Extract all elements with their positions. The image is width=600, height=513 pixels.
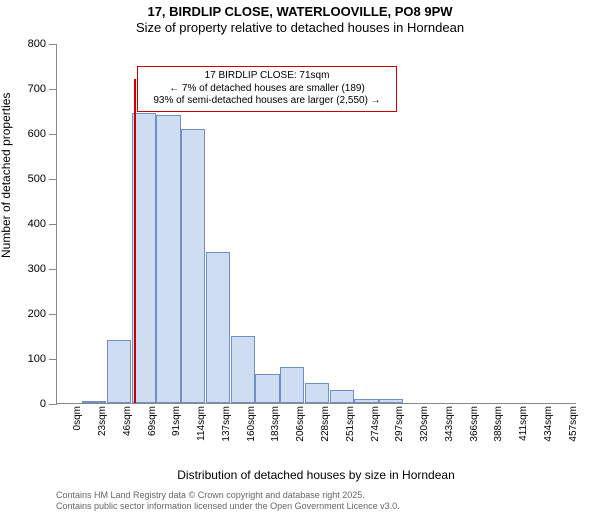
x-tick-label: 434sqm xyxy=(543,406,554,442)
y-tick xyxy=(49,269,57,270)
y-tick xyxy=(49,44,57,45)
x-tick-label: 274sqm xyxy=(370,406,381,442)
histogram-bar xyxy=(206,252,230,403)
x-tick-label: 388sqm xyxy=(493,406,504,442)
reference-callout: 17 BIRDLIP CLOSE: 71sqm ← 7% of detached… xyxy=(137,66,397,112)
histogram-bar xyxy=(107,340,131,403)
x-tick-label: 206sqm xyxy=(295,406,306,442)
x-tick-label: 160sqm xyxy=(246,406,257,442)
y-tick xyxy=(49,134,57,135)
reference-line xyxy=(134,79,136,403)
x-tick-label: 343sqm xyxy=(444,406,455,442)
y-tick xyxy=(49,179,57,180)
x-tick-label: 411sqm xyxy=(518,406,529,441)
footer-line2: Contains public sector information licen… xyxy=(56,501,400,512)
y-tick-label: 200 xyxy=(16,308,46,320)
x-tick-label: 457sqm xyxy=(568,406,579,442)
y-tick xyxy=(49,359,57,360)
y-tick xyxy=(49,89,57,90)
histogram-bar xyxy=(156,115,180,403)
histogram-bar xyxy=(231,336,255,404)
x-tick-label: 23sqm xyxy=(97,406,108,436)
histogram-bar xyxy=(82,401,106,403)
x-tick-label: 251sqm xyxy=(345,406,356,442)
histogram-bar xyxy=(181,129,205,404)
histogram-bar xyxy=(305,383,329,403)
x-tick-label: 114sqm xyxy=(196,406,207,441)
attribution-footer: Contains HM Land Registry data © Crown c… xyxy=(56,490,400,513)
x-axis-label: Distribution of detached houses by size … xyxy=(56,468,576,482)
y-tick-label: 400 xyxy=(16,218,46,230)
page-title-line1: 17, BIRDLIP CLOSE, WATERLOOVILLE, PO8 9P… xyxy=(0,4,600,20)
callout-line1: 17 BIRDLIP CLOSE: 71sqm xyxy=(144,70,390,83)
callout-line2: ← 7% of detached houses are smaller (189… xyxy=(144,83,390,96)
x-tick-label: 46sqm xyxy=(122,406,133,436)
histogram-bar xyxy=(354,399,378,404)
x-tick-label: 0sqm xyxy=(72,406,83,430)
histogram-bar xyxy=(280,367,304,403)
histogram-bar xyxy=(255,374,279,403)
y-tick xyxy=(49,224,57,225)
histogram-bar xyxy=(330,390,354,404)
plot-area: 17 BIRDLIP CLOSE: 71sqm ← 7% of detached… xyxy=(56,44,576,404)
y-tick xyxy=(49,404,57,405)
page-title-line2: Size of property relative to detached ho… xyxy=(0,20,600,36)
y-tick-label: 0 xyxy=(16,398,46,410)
y-tick-label: 300 xyxy=(16,263,46,275)
y-tick-label: 700 xyxy=(16,83,46,95)
x-tick-label: 297sqm xyxy=(394,406,405,442)
x-tick-label: 183sqm xyxy=(270,406,281,442)
x-tick-label: 69sqm xyxy=(147,406,158,436)
y-tick-label: 100 xyxy=(16,353,46,365)
y-tick-label: 800 xyxy=(16,38,46,50)
callout-line3: 93% of semi-detached houses are larger (… xyxy=(144,95,390,108)
x-tick-label: 320sqm xyxy=(419,406,430,442)
x-tick-label: 91sqm xyxy=(171,406,182,436)
x-tick-label: 366sqm xyxy=(469,406,480,442)
histogram-bar xyxy=(379,399,403,404)
y-tick-label: 600 xyxy=(16,128,46,140)
x-tick-label: 137sqm xyxy=(221,406,232,442)
y-tick xyxy=(49,314,57,315)
x-tick-label: 228sqm xyxy=(320,406,331,442)
y-tick-label: 500 xyxy=(16,173,46,185)
y-axis-label: Number of detached properties xyxy=(0,93,13,258)
